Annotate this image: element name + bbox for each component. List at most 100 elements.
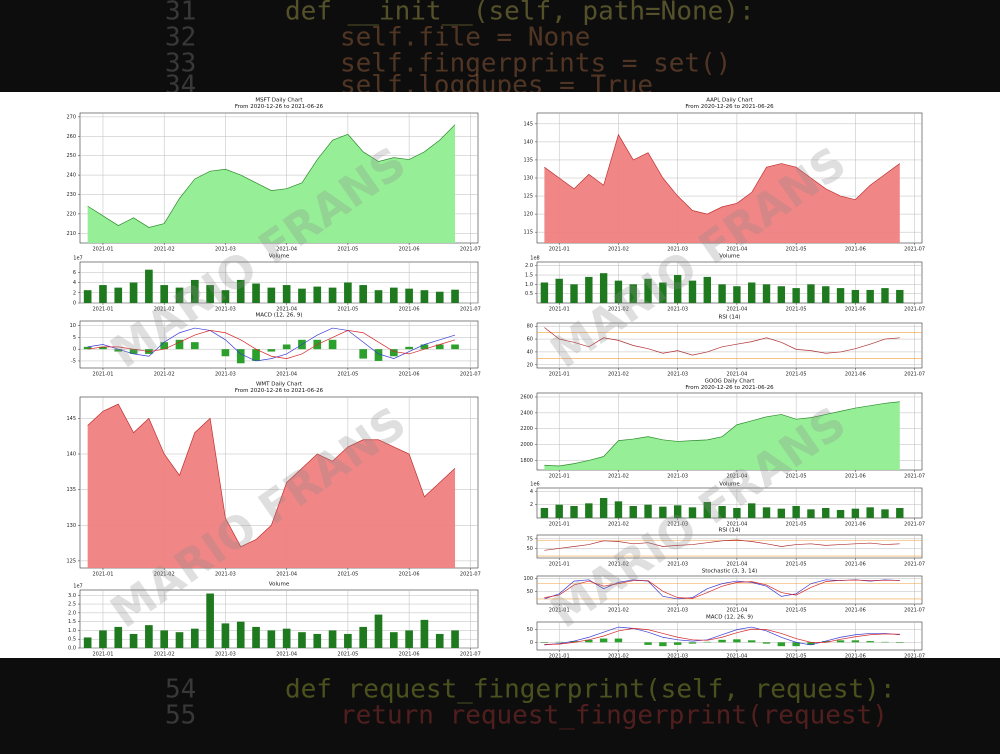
- chart-title: RSI (14): [719, 528, 741, 534]
- x-tick-label: 2021-02: [608, 522, 629, 528]
- x-tick-label: 2021-04: [726, 372, 747, 378]
- plot-area: [536, 575, 923, 605]
- bar: [114, 349, 123, 352]
- bar: [344, 633, 352, 648]
- bar: [777, 508, 786, 518]
- x-tick-label: 2021-02: [608, 608, 629, 614]
- bar: [83, 346, 92, 350]
- chart-title: RSI (14): [719, 315, 741, 321]
- x-tick-label: 2021-06: [845, 307, 866, 313]
- bar: [777, 642, 786, 647]
- y-tick-label: 115: [523, 230, 533, 236]
- indicator-line: [87, 330, 456, 359]
- y-tick-label: 50: [527, 627, 533, 633]
- bar: [585, 503, 593, 518]
- chart-subtitle: From 2020-12-26 to 2021-06-26: [235, 104, 324, 110]
- bar: [585, 276, 593, 303]
- y-tick-label: 2600: [520, 394, 533, 400]
- x-tick-label: 2021-02: [154, 652, 175, 658]
- x-tick-label: 2021-02: [608, 474, 629, 480]
- x-tick-label: 2021-07: [904, 247, 925, 253]
- x-tick-label: 2021-07: [460, 372, 481, 378]
- bar: [851, 508, 860, 518]
- y-tick-label: 4: [530, 489, 533, 495]
- x-tick-label: 2021-03: [667, 372, 688, 378]
- x-tick-label: 2021-07: [460, 307, 481, 313]
- y-tick-label: 260: [66, 134, 76, 140]
- y-tick-label: 0.5: [68, 637, 76, 643]
- x-tick-label: 2021-05: [786, 608, 807, 614]
- y-tick-label: 0: [73, 347, 76, 353]
- x-tick-label: 2021-06: [845, 474, 866, 480]
- bar: [236, 349, 245, 364]
- plot-area: [536, 534, 923, 559]
- x-tick-label: 2021-07: [904, 522, 925, 528]
- chart-title: Volume: [719, 254, 740, 260]
- bar: [313, 633, 322, 648]
- bar: [129, 282, 138, 303]
- y-tick-label: 20: [527, 362, 533, 368]
- bar: [673, 505, 682, 518]
- bar: [866, 507, 874, 518]
- y-tick-label: 75: [527, 536, 533, 542]
- bar: [570, 284, 578, 303]
- x-tick-label: 2021-05: [786, 654, 807, 660]
- bar: [328, 287, 337, 303]
- x-tick-label: 2021-06: [845, 608, 866, 614]
- bar: [866, 641, 874, 643]
- y-tick-label: 1.0: [68, 628, 76, 634]
- x-tick-label: 2021-03: [215, 652, 236, 658]
- code-line: def __init__(self, path=None):: [285, 0, 755, 27]
- y-tick-label: 125: [523, 194, 533, 200]
- bar: [99, 346, 107, 350]
- x-tick-label: 2021-02: [154, 307, 175, 313]
- indicator-line: [544, 579, 900, 599]
- x-tick-label: 2021-05: [337, 652, 358, 658]
- price-area: [544, 401, 900, 470]
- code-line-number: 32: [165, 23, 196, 53]
- bar: [236, 621, 245, 648]
- x-tick-label: 2021-02: [608, 654, 629, 660]
- chart-title: WMT Daily Chart: [256, 382, 303, 388]
- x-tick-label: 2021-03: [215, 307, 236, 313]
- scale-label: 1e7: [73, 584, 82, 590]
- chart-title: MSFT Daily Chart: [255, 98, 303, 104]
- x-tick-label: 2021-04: [276, 247, 297, 253]
- x-tick-label: 2021-02: [154, 572, 175, 578]
- bar: [792, 642, 800, 647]
- bar: [160, 342, 169, 350]
- bar: [748, 282, 756, 303]
- bar: [644, 504, 652, 518]
- x-tick-label: 2021-01: [549, 372, 570, 378]
- y-tick-label: 230: [66, 192, 76, 198]
- bar: [359, 285, 368, 303]
- bar: [836, 510, 845, 518]
- y-tick-label: 140: [523, 139, 533, 145]
- y-tick-label: 130: [66, 523, 76, 529]
- code-line-number: 54: [165, 675, 196, 705]
- bar: [644, 278, 652, 303]
- bar: [614, 638, 623, 643]
- bar: [629, 284, 637, 303]
- y-tick-label: 50: [527, 589, 533, 595]
- bar: [555, 641, 563, 643]
- bar: [328, 630, 337, 648]
- bar: [83, 290, 92, 303]
- indicator-line: [544, 327, 900, 356]
- bar: [555, 278, 563, 303]
- x-tick-label: 2021-02: [154, 247, 175, 253]
- x-tick-label: 2021-04: [276, 652, 297, 658]
- x-tick-label: 2021-05: [337, 307, 358, 313]
- y-tick-label: 3.0: [68, 593, 76, 599]
- x-tick-label: 2021-06: [845, 372, 866, 378]
- x-tick-label: 2021-04: [726, 307, 747, 313]
- x-tick-label: 2021-01: [549, 247, 570, 253]
- bar: [718, 284, 726, 303]
- plot-area: [79, 320, 479, 369]
- bar: [733, 286, 741, 303]
- x-tick-label: 2021-03: [667, 247, 688, 253]
- bar: [175, 632, 184, 648]
- x-tick-label: 2021-04: [726, 654, 747, 660]
- code-line: self.fingerprints = set(): [340, 49, 731, 79]
- bar: [451, 344, 459, 350]
